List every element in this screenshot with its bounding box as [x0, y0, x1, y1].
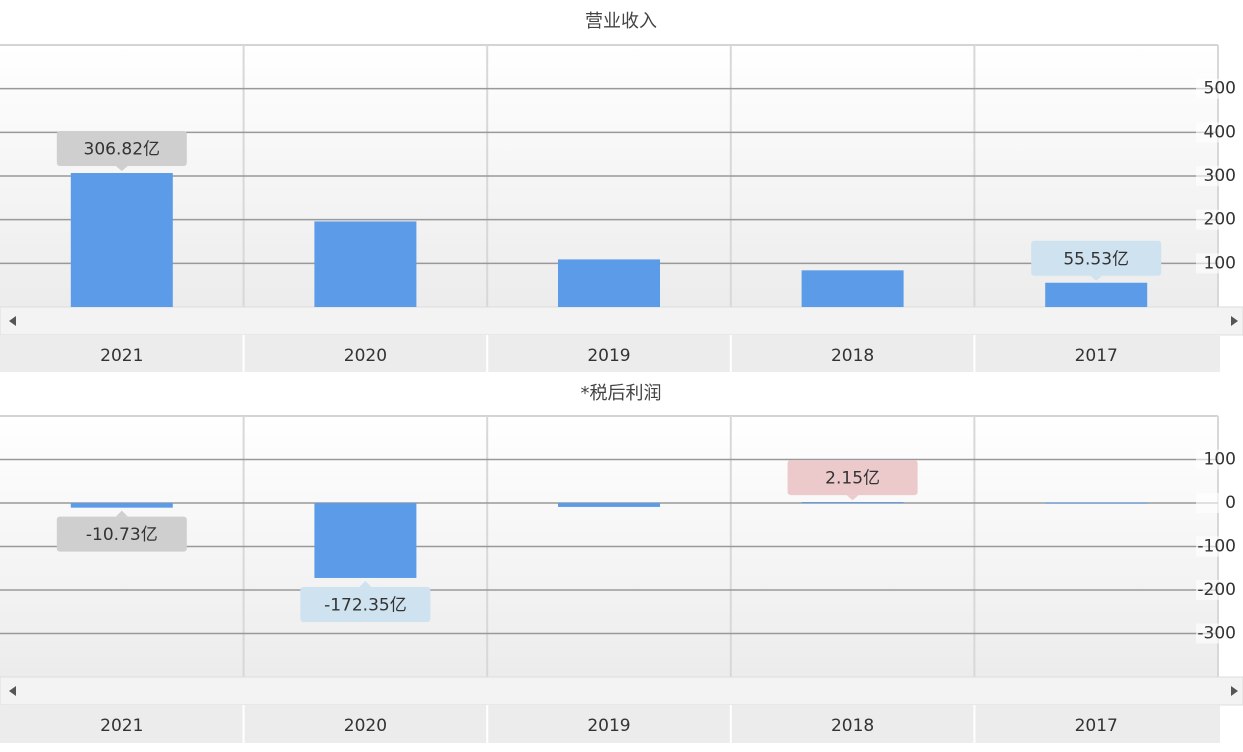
data-label: 306.82亿 — [84, 140, 160, 160]
y-tick-label: 0 — [1225, 493, 1236, 513]
y-tick-label: 100 — [1204, 253, 1236, 273]
x-tick-label: 2019 — [587, 716, 630, 736]
label-pointer — [359, 580, 372, 587]
bar — [314, 221, 417, 307]
label-pointer — [1090, 275, 1103, 281]
scrollbar — [0, 306, 1243, 336]
bar — [70, 173, 173, 307]
tick-label-bg — [1196, 122, 1242, 143]
scroll-left — [9, 316, 16, 326]
tick-label-bg — [1196, 209, 1242, 230]
scroll-left — [9, 686, 16, 696]
label-box — [300, 586, 431, 622]
y-tick-label: 100 — [1204, 450, 1236, 470]
panel-bg — [0, 0, 1243, 45]
x-tick-label: 2018 — [831, 346, 874, 366]
category-row — [0, 705, 1220, 743]
label-pointer — [846, 495, 859, 501]
y-tick-label: 400 — [1204, 122, 1236, 142]
bar — [314, 503, 417, 578]
bar — [558, 503, 660, 507]
x-tick-label: 2021 — [100, 716, 143, 736]
scrollbar — [0, 676, 1243, 706]
tick-label-bg — [1196, 493, 1242, 513]
tick-label-bg — [1196, 78, 1242, 99]
label-box — [787, 460, 918, 496]
tick-label-bg — [1196, 623, 1242, 644]
tick-label-bg — [1196, 536, 1242, 557]
chart-title: *税后利润 — [581, 383, 662, 404]
chart-title: 营业收入 — [585, 11, 657, 32]
x-tick-label: 2017 — [1075, 346, 1118, 366]
x-tick-label: 2018 — [831, 716, 874, 736]
scroll-right — [1231, 686, 1238, 696]
y-tick-label: -200 — [1197, 580, 1236, 600]
tick-label-bg — [1196, 580, 1242, 600]
scroll-right — [1231, 316, 1238, 326]
label-pointer — [115, 510, 128, 517]
y-tick-label: -100 — [1197, 537, 1236, 557]
x-tick-label: 2021 — [100, 346, 143, 366]
bar — [801, 270, 904, 307]
bar — [558, 259, 660, 307]
x-tick-label: 2019 — [587, 346, 630, 366]
x-tick-label: 2020 — [344, 346, 387, 366]
bar — [801, 502, 904, 504]
y-tick-label: 300 — [1204, 166, 1236, 186]
y-tick-label: 500 — [1204, 79, 1236, 99]
x-tick-label: 2020 — [344, 716, 387, 736]
label-box — [56, 131, 187, 167]
panel-bg — [0, 372, 1243, 416]
data-label: 2.15亿 — [825, 469, 880, 489]
x-tick-label: 2017 — [1075, 716, 1118, 736]
bar — [70, 503, 173, 508]
category-row — [0, 335, 1220, 373]
data-label: 55.53亿 — [1063, 249, 1129, 269]
tick-label-bg — [1196, 166, 1242, 186]
tick-label-bg — [1196, 449, 1242, 470]
y-tick-label: -300 — [1197, 624, 1236, 644]
label-box — [56, 516, 187, 552]
data-label: -172.35亿 — [324, 595, 407, 615]
bar — [1045, 502, 1148, 504]
label-box — [1031, 240, 1162, 276]
data-label: -10.73亿 — [86, 525, 158, 545]
label-pointer — [115, 166, 128, 172]
tick-label-bg — [1196, 253, 1242, 274]
bar — [1045, 282, 1148, 307]
y-tick-label: 200 — [1204, 210, 1236, 230]
